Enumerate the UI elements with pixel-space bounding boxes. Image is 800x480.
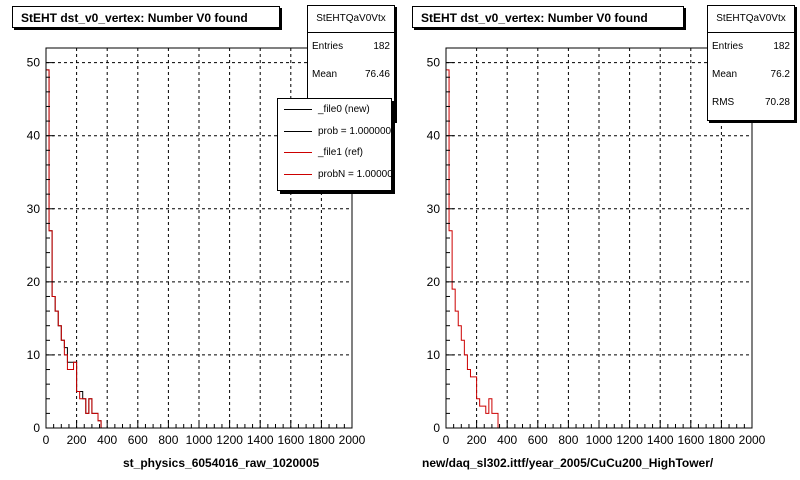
right-series-0-histogram [445, 69, 752, 429]
right-stats-rms-label: RMS [712, 97, 735, 108]
right-x-tick-label-7: 1400 [647, 433, 674, 447]
legend-entry-file1: _file1 (ref) [278, 142, 391, 164]
left-x-axis-title: st_physics_6054016_raw_1020005 [123, 456, 320, 470]
left-y-tick-label-5: 50 [27, 56, 41, 70]
right-y-tick-label-5: 50 [427, 56, 441, 70]
right-x-tick-label-5: 1000 [586, 433, 613, 447]
left-stats-mean-row: Mean 76.46 [308, 61, 394, 89]
right-stats-mean-value: 76.2 [770, 69, 790, 80]
left-y-tick-label-4: 40 [27, 129, 41, 143]
right-y-tick-label-2: 20 [427, 275, 441, 289]
left-x-tick-label-1: 200 [67, 433, 87, 447]
legend-label-file1: _file1 (ref) [318, 147, 364, 158]
left-y-tick-label-0: 0 [33, 421, 40, 435]
right-histogram-plot: 0 200 400 600 800 1000 1200 1400 1600 1800 2000010… [427, 47, 766, 447]
left-stats-entries-label: Entries [312, 41, 344, 52]
left-x-tick-label-5: 1000 [186, 433, 213, 447]
right-x-tick-label-4: 800 [558, 433, 578, 447]
right-x-tick-label-10: 2000 [739, 433, 766, 447]
right-stats-mean-label: Mean [712, 69, 738, 80]
right-stats-name: StEHTQaV0Vtx [708, 6, 794, 33]
legend-line-file1 [284, 152, 312, 153]
left-x-tick-label-6: 1200 [216, 433, 243, 447]
right-y-tick-label-4: 40 [427, 129, 441, 143]
right-stats-entries-label: Entries [712, 41, 744, 52]
left-stats-entries-value: 182 [373, 41, 390, 52]
right-y-tick-label-0: 0 [433, 421, 440, 435]
left-histogram-pad: 0 200 400 600 800 1000 1200 1400 1600 1800 2000 0 10… [12, 5, 395, 470]
right-x-axis-title: new/daq_sl302.ittf/year_2005/CuCu200_Hig… [422, 456, 714, 470]
left-x-tick-label-10: 2000 [339, 433, 366, 447]
left-histogram-plot: 0 200 400 600 800 1000 1200 1400 1600 1800 2000010… [27, 47, 366, 447]
left-series-1-histogram [45, 69, 352, 429]
right-histogram-pad: 0 200 400 600 800 1000 1200 1400 1600 1800 2000 0 10… [400, 0, 800, 480]
right-stats-mean-row: Mean 76.2 [708, 61, 794, 89]
legend-line-prob [284, 130, 312, 132]
left-stats-mean-value: 76.46 [364, 69, 390, 80]
legend-entry-probn: probN = 1.000000 [278, 164, 391, 186]
right-y-tick-label-1: 10 [427, 348, 441, 362]
left-y-tick-label-3: 30 [27, 202, 41, 216]
left-x-tick-label-2: 400 [97, 433, 117, 447]
right-y-tick-label-3: 30 [427, 202, 441, 216]
right-x-tick-label-6: 1200 [616, 433, 643, 447]
left-legend-box: _file0 (new) prob = 1.000000 _file1 (ref… [277, 98, 392, 191]
right-stats-rms-value: 70.28 [764, 97, 790, 108]
right-stats-box: StEHTQaV0Vtx Entries 182 Mean 76.2 RMS 7… [707, 5, 795, 121]
right-x-tick-label-0: 0 [443, 433, 450, 447]
legend-label-prob: prob = 1.000000 [318, 125, 392, 137]
left-x-tick-label-7: 1400 [247, 433, 274, 447]
left-x-tick-label-0: 0 [43, 433, 50, 447]
right-x-tick-label-1: 200 [467, 433, 487, 447]
right-x-tick-label-2: 400 [497, 433, 517, 447]
left-histogram-title: StEHT dst_v0_vertex: Number V0 found [12, 6, 280, 28]
left-stats-mean-label: Mean [312, 69, 338, 80]
left-x-tick-label-3: 600 [128, 433, 148, 447]
right-histogram-title: StEHT dst_v0_vertex: Number V0 found [412, 6, 684, 28]
left-x-tick-label-4: 800 [158, 433, 178, 447]
left-y-tick-label-1: 10 [27, 348, 41, 362]
legend-line-file0 [284, 109, 312, 110]
right-x-tick-label-9: 1800 [708, 433, 735, 447]
left-y-tick-label-2: 20 [27, 275, 41, 289]
right-stats-rms-row: RMS 70.28 [708, 89, 794, 117]
legend-entry-file0: _file0 (new) [278, 99, 391, 121]
legend-label-file0: _file0 (new) [318, 104, 370, 115]
right-stats-entries-value: 182 [773, 41, 790, 52]
legend-label-probn: probN = 1.000000 [318, 168, 392, 180]
legend-entry-prob: prob = 1.000000 [278, 121, 391, 143]
right-x-tick-label-8: 1600 [677, 433, 704, 447]
right-stats-entries-row: Entries 182 [708, 33, 794, 61]
left-stats-entries-row: Entries 182 [308, 33, 394, 61]
left-stats-name: StEHTQaV0Vtx [308, 6, 394, 33]
right-x-tick-label-3: 600 [528, 433, 548, 447]
left-x-tick-label-8: 1600 [277, 433, 304, 447]
legend-line-probn [284, 173, 312, 175]
left-x-tick-label-9: 1800 [308, 433, 335, 447]
